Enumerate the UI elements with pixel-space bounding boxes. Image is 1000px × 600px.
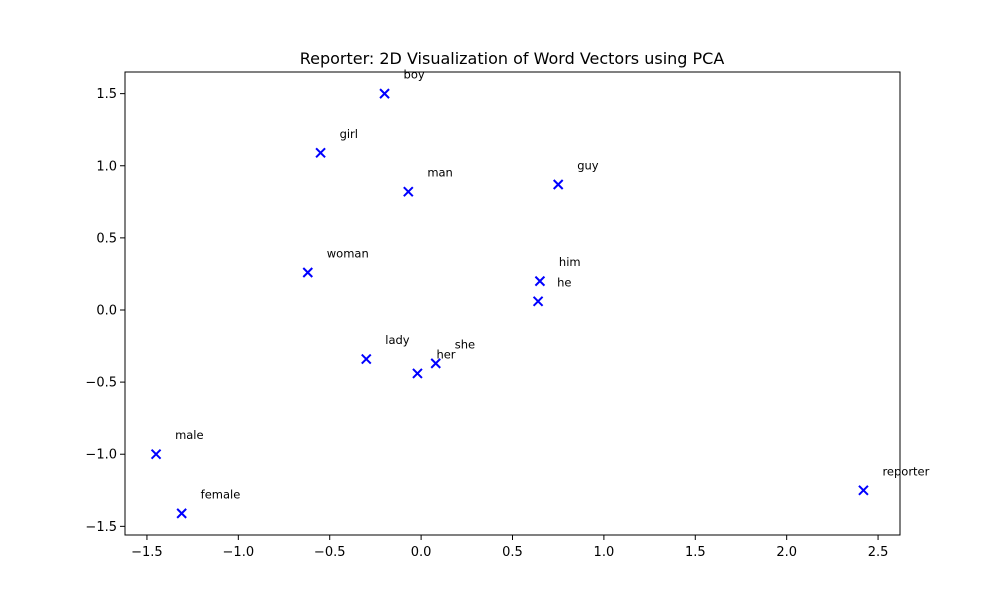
point-label: boy [404,68,425,82]
axes-frame [124,71,901,536]
y-tick-label: 1.0 [96,159,117,174]
x-marker [403,186,414,197]
y-tick-label: 0.5 [96,231,117,246]
x-tick-label: 1.5 [685,545,706,560]
point-label: lady [385,333,410,347]
data-point-boy: boy [379,68,425,99]
data-point-she: she [430,337,475,369]
point-label: woman [327,246,369,260]
x-tick-label: −1.0 [223,545,255,560]
x-tick-label: 1.0 [594,545,615,560]
y-tick-label: −0.5 [85,376,117,391]
x-marker [315,147,326,158]
x-tick-label: 2.5 [868,545,889,560]
data-point-guy: guy [552,159,599,190]
y-tick-label: 1.5 [96,87,117,102]
x-marker [412,368,423,379]
x-marker [858,485,869,496]
point-label: guy [577,159,599,173]
chart-title: Reporter: 2D Visualization of Word Vecto… [300,49,725,68]
x-marker [379,88,390,99]
x-tick-label: 0.0 [411,545,432,560]
y-tick-label: 0.0 [96,303,117,318]
x-tick-label: 2.0 [776,545,797,560]
point-label: girl [340,127,358,141]
data-point-her: her [412,347,456,379]
y-tick-label: −1.5 [85,520,117,535]
y-tick-label: −1.0 [85,448,117,463]
point-label: male [175,428,204,442]
data-point-male: male [150,428,204,460]
x-marker [552,179,564,190]
y-axis: −1.5 −1.0 −0.5 0.0 0.5 1.0 1.5 [85,87,125,535]
point-label: man [427,166,453,180]
data-point-him: him [534,255,581,287]
data-point-girl: girl [315,127,358,158]
x-marker [176,508,187,519]
x-tick-label: −1.5 [131,545,163,560]
x-tick-label: −0.5 [314,545,346,560]
data-point-lady: lady [361,333,410,365]
data-point-he: he [532,275,571,307]
data-point-woman: woman [302,246,369,278]
point-label: her [436,347,455,361]
x-marker [302,267,313,278]
x-axis: −1.5 −1.0 −0.5 0.0 0.5 1.0 1.5 2.0 2.5 [131,535,888,560]
data-point-man: man [403,166,453,197]
x-marker [150,449,162,460]
data-point-reporter: reporter [858,464,930,496]
x-marker [532,296,544,307]
data-point-female: female [176,487,241,519]
point-label: reporter [882,464,929,478]
point-label: him [559,255,581,269]
point-label: female [201,487,241,501]
point-label: she [455,337,475,351]
x-marker [534,275,546,287]
x-tick-label: 0.5 [502,545,523,560]
point-label: he [557,275,571,289]
x-marker [361,353,372,365]
x-marker [430,358,441,369]
